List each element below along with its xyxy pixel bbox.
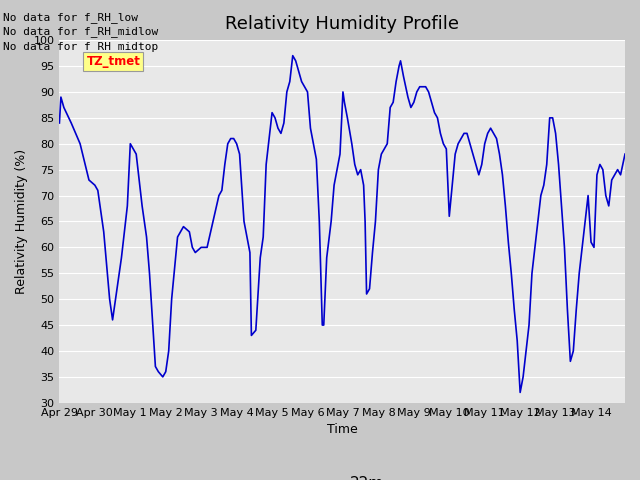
X-axis label: Time: Time bbox=[327, 423, 358, 436]
Text: No data for f_RH_low: No data for f_RH_low bbox=[3, 12, 138, 23]
Title: Relativity Humidity Profile: Relativity Humidity Profile bbox=[225, 15, 460, 33]
Y-axis label: Relativity Humidity (%): Relativity Humidity (%) bbox=[15, 149, 28, 294]
Legend: 22m: 22m bbox=[294, 469, 390, 480]
Text: TZ_tmet: TZ_tmet bbox=[86, 55, 140, 68]
Text: No data for f_RH_midtop: No data for f_RH_midtop bbox=[3, 41, 159, 52]
Text: No data for f_RH_midlow: No data for f_RH_midlow bbox=[3, 26, 159, 37]
